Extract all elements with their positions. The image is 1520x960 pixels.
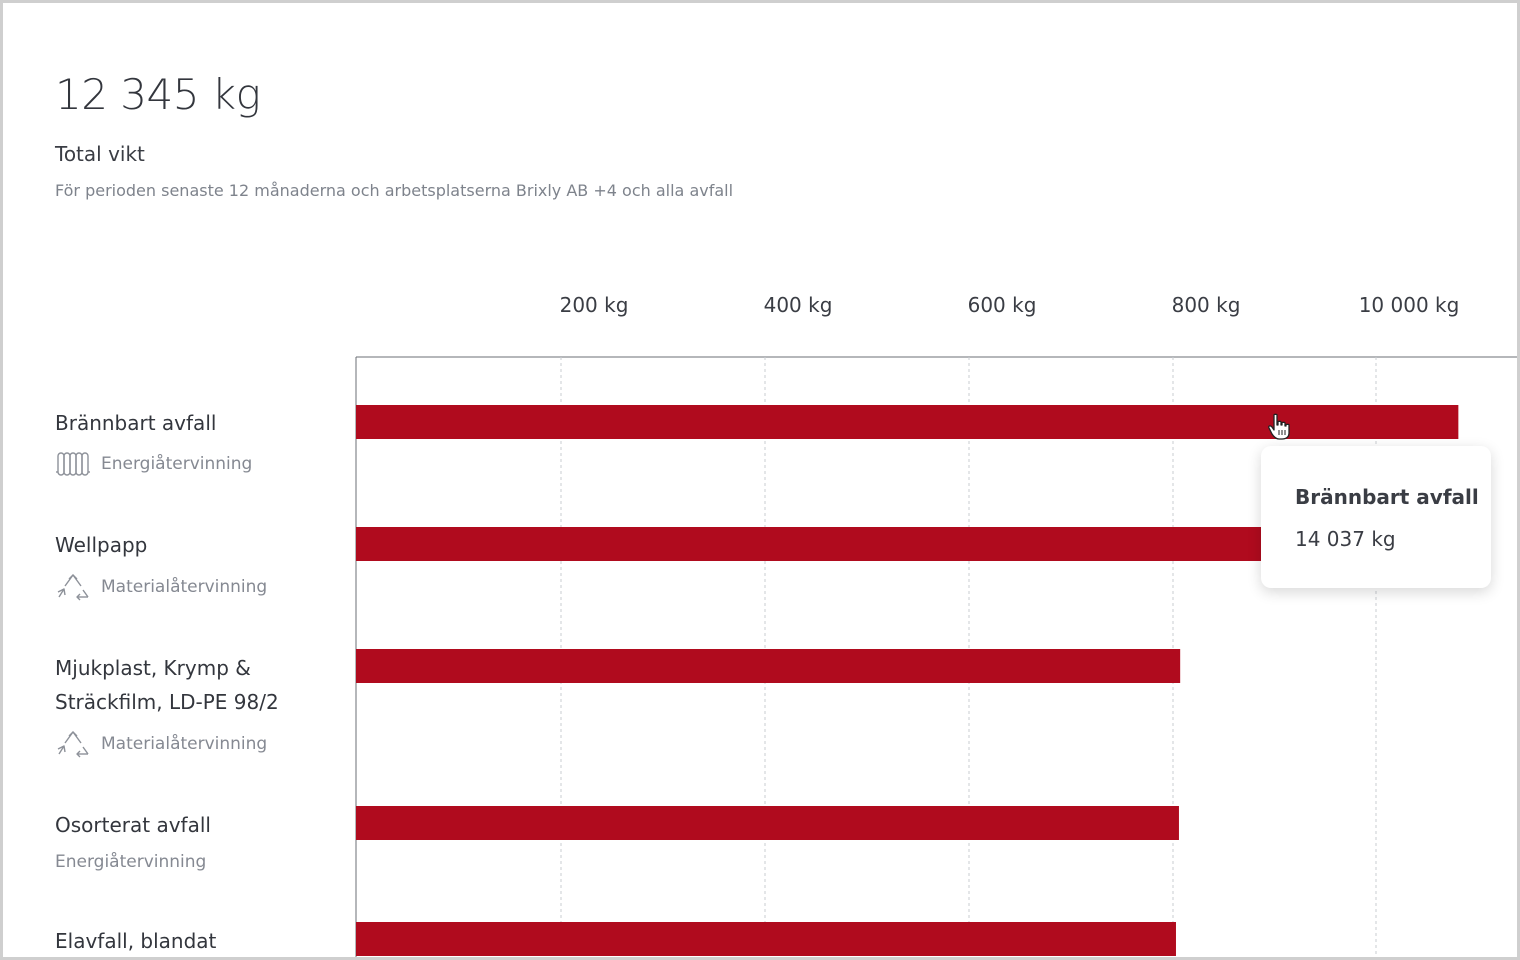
tooltip-value: 14 037 kg — [1295, 527, 1396, 551]
x-tick-label: 800 kg — [1171, 293, 1241, 317]
category-label-osorterat: Osorterat avfall — [55, 813, 211, 837]
x-tick-label: 200 kg — [559, 293, 629, 317]
period-description: För perioden senaste 12 månaderna och ar… — [55, 181, 734, 200]
recycle-icon — [55, 573, 91, 601]
recovery-type-brannbart: Energiåtervinning — [55, 450, 252, 478]
category-label-brannbart: Brännbart avfall — [55, 411, 217, 435]
recovery-type-osorterat: Energiåtervinning — [55, 850, 206, 874]
category-label-wellpapp: Wellpapp — [55, 533, 148, 557]
recovery-type-wellpapp: Materialåtervinning — [55, 573, 267, 601]
bar[interactable] — [356, 649, 1181, 683]
x-tick-label: 400 kg — [763, 293, 833, 317]
category-label-mjukplast: Mjukplast, Krymp & Sträckfilm, LD-PE 98/… — [55, 656, 279, 714]
bar[interactable] — [356, 527, 1417, 561]
recovery-type-mjukplast: Materialåtervinning — [55, 730, 267, 758]
recovery-label: Materialåtervinning — [101, 734, 268, 754]
recovery-label: Materialåtervinning — [101, 577, 268, 597]
x-tick-label: 600 kg — [967, 293, 1037, 317]
recovery-label: Energiåtervinning — [101, 454, 253, 474]
total-weight-value: 12 345 kg — [55, 70, 261, 119]
radiator-icon — [55, 450, 91, 478]
tooltip-title: Brännbart avfall — [1295, 485, 1479, 509]
category-label-elavfall: Elavfall, blandat — [55, 929, 217, 953]
recycle-icon — [55, 730, 91, 758]
recovery-label: Energiåtervinning — [55, 852, 207, 872]
x-tick-label: 10 000 kg — [1358, 293, 1460, 317]
bar-tooltip: Brännbart avfall 14 037 kg — [1261, 446, 1491, 588]
hand-cursor-icon — [1268, 413, 1290, 440]
bar[interactable] — [356, 806, 1179, 840]
bar[interactable] — [356, 922, 1176, 956]
bar[interactable] — [356, 405, 1459, 439]
total-weight-label: Total vikt — [55, 142, 145, 166]
